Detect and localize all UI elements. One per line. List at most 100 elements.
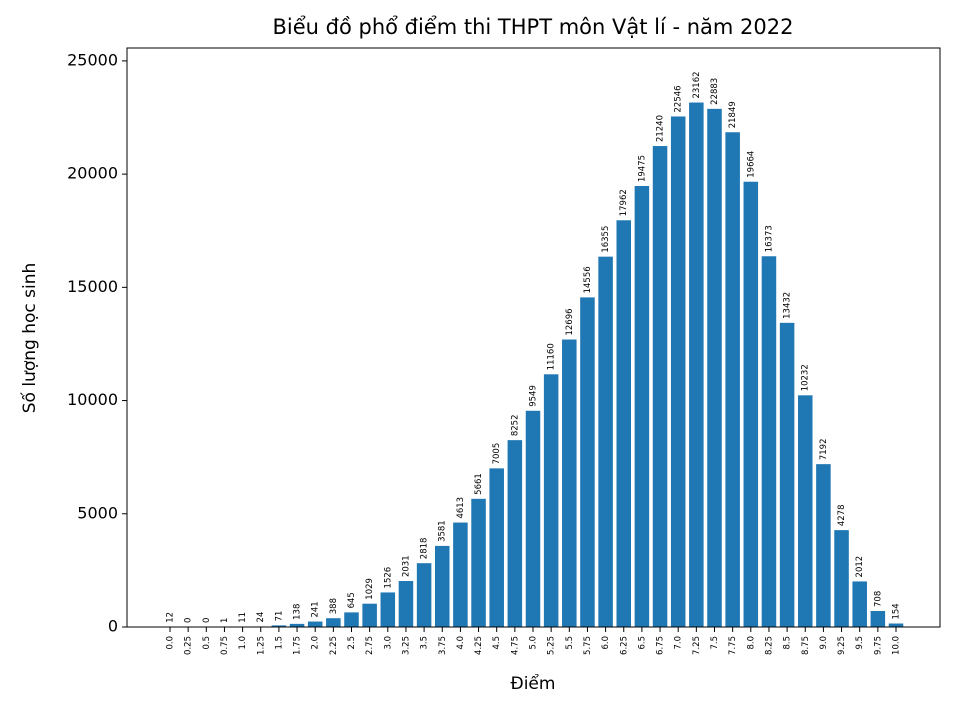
x-tick-label: 8.0 bbox=[746, 636, 756, 650]
x-tick-label: 1.0 bbox=[238, 636, 248, 650]
value-label: 71 bbox=[274, 611, 284, 622]
x-tick-label: 4.0 bbox=[456, 636, 466, 650]
value-label: 2818 bbox=[420, 538, 430, 560]
bar bbox=[399, 581, 414, 627]
x-tick-label: 3.75 bbox=[438, 636, 448, 655]
y-tick-label: 5000 bbox=[77, 503, 118, 522]
value-label: 4278 bbox=[837, 504, 847, 526]
value-label: 2012 bbox=[855, 556, 865, 578]
bar bbox=[544, 374, 559, 627]
value-label: 645 bbox=[347, 592, 357, 608]
bar bbox=[526, 411, 541, 627]
bar bbox=[381, 592, 396, 627]
bar bbox=[598, 257, 613, 627]
bar bbox=[508, 440, 523, 627]
value-label: 16355 bbox=[601, 226, 611, 253]
bar bbox=[689, 103, 704, 627]
bar bbox=[344, 612, 359, 627]
x-tick-label: 5.25 bbox=[547, 636, 557, 655]
value-label: 22546 bbox=[674, 85, 684, 112]
bar bbox=[816, 464, 831, 627]
value-label: 12 bbox=[166, 612, 176, 623]
value-label: 16373 bbox=[764, 225, 774, 252]
bar bbox=[762, 256, 777, 627]
x-tick-label: 5.75 bbox=[583, 636, 593, 655]
x-tick-label: 7.0 bbox=[674, 636, 684, 650]
value-label: 388 bbox=[329, 598, 339, 614]
x-tick-label: 5.0 bbox=[529, 636, 539, 650]
value-label: 13432 bbox=[783, 292, 793, 319]
x-tick-label: 10.0 bbox=[892, 636, 902, 655]
value-label: 17962 bbox=[619, 189, 629, 216]
value-label: 5661 bbox=[474, 473, 484, 495]
bar bbox=[725, 132, 740, 627]
bar bbox=[453, 523, 468, 627]
value-label: 22883 bbox=[710, 78, 720, 105]
x-tick-label: 2.75 bbox=[365, 636, 375, 655]
value-label: 2031 bbox=[401, 555, 411, 577]
bar bbox=[834, 530, 849, 627]
x-tick-label: 5.5 bbox=[565, 636, 575, 650]
value-label: 3581 bbox=[438, 520, 448, 542]
bar bbox=[580, 297, 595, 627]
x-axis-label: Điểm bbox=[511, 673, 556, 694]
value-label: 241 bbox=[311, 601, 321, 617]
x-tick-label: 1.75 bbox=[293, 636, 303, 655]
value-label: 21849 bbox=[728, 101, 738, 128]
value-label: 11160 bbox=[547, 343, 557, 370]
bar bbox=[326, 618, 341, 627]
x-tick-label: 0.25 bbox=[184, 636, 194, 655]
bar bbox=[653, 146, 668, 627]
bar bbox=[852, 581, 867, 627]
y-tick-label: 0 bbox=[108, 617, 118, 636]
value-label: 4613 bbox=[456, 497, 466, 519]
bar bbox=[744, 182, 759, 627]
x-tick-label: 9.25 bbox=[837, 636, 847, 655]
bar bbox=[362, 604, 377, 627]
bar bbox=[671, 116, 686, 627]
value-label: 1029 bbox=[365, 578, 375, 600]
x-tick-label: 8.25 bbox=[764, 636, 774, 655]
bar bbox=[435, 546, 450, 627]
value-label: 10232 bbox=[801, 364, 811, 391]
value-label: 1526 bbox=[383, 567, 393, 589]
x-tick-label: 9.5 bbox=[855, 636, 865, 650]
x-tick-label: 2.0 bbox=[311, 636, 321, 650]
bar bbox=[780, 323, 795, 627]
value-label: 7192 bbox=[819, 439, 829, 461]
x-tick-label: 7.25 bbox=[692, 636, 702, 655]
bar bbox=[489, 468, 504, 627]
x-tick-label: 2.5 bbox=[347, 636, 357, 650]
y-tick-label: 10000 bbox=[67, 390, 118, 409]
x-tick-label: 6.75 bbox=[656, 636, 666, 655]
bar bbox=[562, 340, 577, 627]
x-tick-label: 4.25 bbox=[474, 636, 484, 655]
value-label: 0 bbox=[202, 618, 212, 623]
x-tick-label: 6.25 bbox=[619, 636, 629, 655]
x-tick-label: 8.5 bbox=[783, 636, 793, 650]
value-label: 7005 bbox=[492, 443, 502, 465]
value-label: 19664 bbox=[746, 151, 756, 178]
bar bbox=[889, 624, 904, 627]
x-tick-label: 6.0 bbox=[601, 636, 611, 650]
x-tick-label: 9.75 bbox=[873, 636, 883, 655]
x-tick-label: 9.0 bbox=[819, 636, 829, 650]
x-tick-label: 0.0 bbox=[166, 636, 176, 650]
y-axis-label: Số lượng học sinh bbox=[19, 263, 40, 414]
y-tick-label: 15000 bbox=[67, 277, 118, 296]
bar bbox=[707, 109, 722, 627]
value-label: 21240 bbox=[656, 115, 666, 142]
y-tick-label: 25000 bbox=[67, 50, 118, 69]
value-label: 19475 bbox=[637, 155, 647, 182]
value-label: 1 bbox=[220, 618, 230, 623]
value-label: 8252 bbox=[510, 415, 520, 437]
chart-title: Biểu đồ phổ điểm thi THPT môn Vật lí - n… bbox=[272, 15, 793, 39]
value-label: 0 bbox=[184, 618, 194, 623]
value-label: 138 bbox=[293, 604, 303, 620]
x-tick-label: 8.75 bbox=[801, 636, 811, 655]
x-tick-label: 0.5 bbox=[202, 636, 212, 650]
value-label: 24 bbox=[256, 612, 266, 623]
x-tick-label: 0.75 bbox=[220, 636, 230, 655]
